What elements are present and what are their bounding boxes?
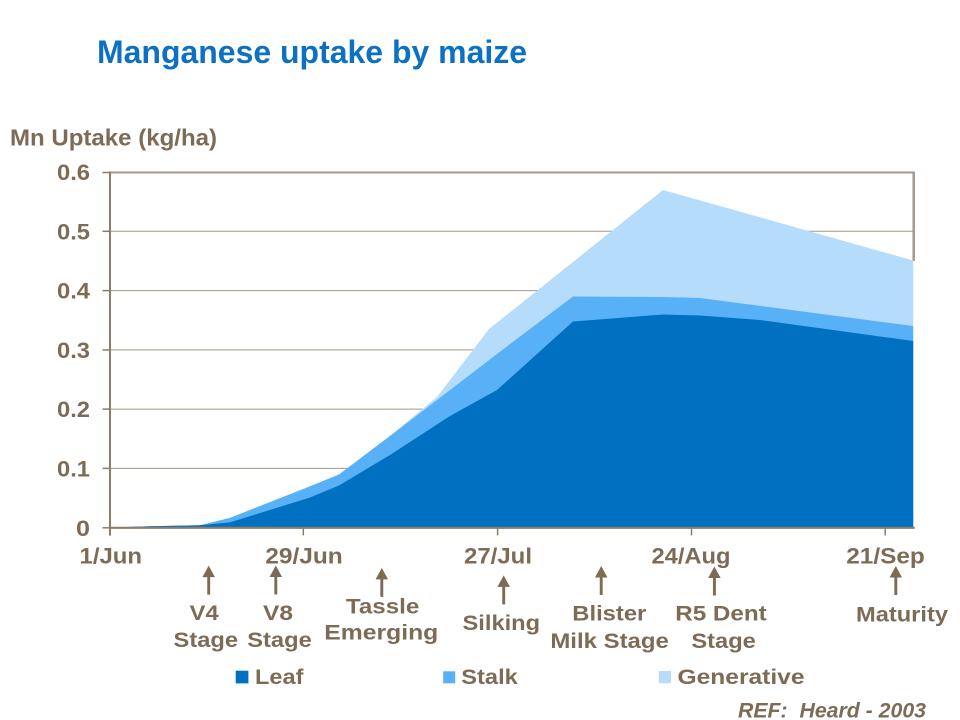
- svg-text:Stage: Stage: [247, 629, 312, 652]
- svg-text:R5 Dent: R5 Dent: [675, 602, 767, 625]
- svg-text:Stalk: Stalk: [461, 666, 518, 689]
- svg-text:Emerging: Emerging: [324, 622, 438, 645]
- svg-text:Stage: Stage: [691, 630, 756, 653]
- svg-text:REF: Heard - 2003: REF: Heard - 2003: [738, 699, 926, 720]
- svg-text:29/Jun: 29/Jun: [265, 544, 343, 569]
- svg-text:0.2: 0.2: [57, 397, 90, 422]
- svg-text:0.6: 0.6: [57, 160, 90, 185]
- svg-text:Mn Uptake (kg/ha): Mn Uptake (kg/ha): [10, 125, 217, 151]
- svg-text:0.1: 0.1: [57, 456, 90, 481]
- svg-text:Milk Stage: Milk Stage: [550, 630, 669, 653]
- svg-text:V4: V4: [190, 602, 219, 625]
- svg-text:21/Sep: 21/Sep: [846, 544, 925, 569]
- svg-text:0.3: 0.3: [57, 338, 90, 363]
- svg-text:0.5: 0.5: [57, 219, 90, 244]
- svg-text:24/Aug: 24/Aug: [652, 544, 731, 569]
- svg-text:Manganese uptake by maize: Manganese uptake by maize: [97, 34, 527, 70]
- svg-text:Stage: Stage: [174, 629, 239, 652]
- svg-text:Maturity: Maturity: [856, 603, 948, 626]
- svg-text:Blister: Blister: [572, 602, 646, 625]
- svg-text:Tassle: Tassle: [346, 595, 420, 618]
- svg-text:0.4: 0.4: [57, 279, 91, 304]
- svg-text:27/Jul: 27/Jul: [464, 544, 532, 569]
- svg-text:Generative: Generative: [678, 666, 805, 689]
- svg-text:1/Jun: 1/Jun: [80, 544, 143, 569]
- svg-text:0: 0: [76, 516, 90, 541]
- svg-text:V8: V8: [263, 602, 293, 625]
- svg-text:Leaf: Leaf: [255, 666, 305, 689]
- svg-text:Silking: Silking: [463, 612, 541, 635]
